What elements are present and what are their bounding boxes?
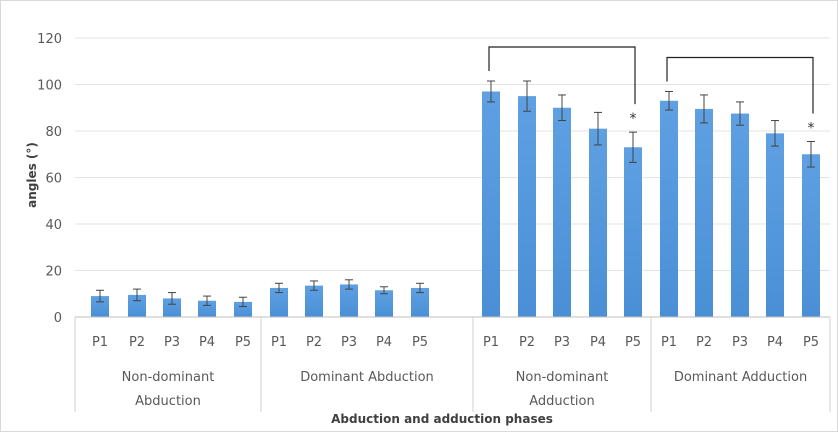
x-tick-label: P4 [590, 335, 606, 350]
bar [589, 128, 607, 317]
significance-marker: * [808, 120, 815, 136]
x-tick-label: P5 [625, 335, 641, 350]
x-tick-label: P4 [767, 335, 783, 350]
x-tick-label: P2 [306, 335, 322, 350]
x-tick-label: P2 [696, 335, 712, 350]
annotations: ** [488, 46, 815, 136]
bar [163, 298, 181, 317]
bar [270, 287, 288, 317]
x-tick-label: P4 [199, 335, 215, 350]
x-tick-label: P5 [235, 335, 251, 350]
group-label: Non-dominant [122, 370, 215, 385]
x-tick-label: P5 [803, 335, 819, 350]
bar [375, 290, 393, 317]
bar [766, 133, 784, 317]
x-tick-label: P3 [732, 335, 748, 350]
error-bars [96, 80, 815, 308]
group-label: Dominant Adduction [674, 370, 807, 385]
x-tick-label: P3 [554, 335, 570, 350]
bar [411, 287, 429, 317]
x-axis: P1 P2 P3 P4 P5 Non-dominant Abduction P1 P2 P3 P4 P… [74, 316, 831, 412]
x-axis-title: Abduction and adduction phases [331, 412, 553, 426]
y-tick-label: 120 [37, 32, 62, 47]
y-tick-label: 0 [54, 311, 62, 326]
y-axis-title: angles (°) [25, 142, 39, 208]
x-tick-label: P1 [92, 335, 108, 350]
bar [802, 154, 820, 317]
bar [305, 285, 323, 317]
x-tick-label: P3 [164, 335, 180, 350]
x-tick-label: P1 [661, 335, 677, 350]
bar [624, 147, 642, 317]
bars [91, 91, 820, 318]
x-tick-label: P2 [519, 335, 535, 350]
bar [731, 113, 749, 317]
y-tick-label: 100 [37, 79, 62, 94]
x-tick-label: P1 [483, 335, 499, 350]
y-tick-label: 20 [45, 265, 62, 280]
bar [234, 301, 252, 317]
group-label: Non-dominant [516, 370, 609, 385]
x-tick-label: P5 [412, 335, 428, 350]
bar [518, 96, 536, 317]
x-tick-label: P1 [271, 335, 287, 350]
bar [660, 100, 678, 318]
significance-marker: * [630, 111, 637, 127]
y-tick-label: 80 [45, 125, 62, 140]
y-tick-labels: 0 20 40 60 80 100 120 [37, 32, 62, 326]
comparison-bracket [488, 46, 636, 105]
bar [128, 294, 146, 317]
x-tick-label: P2 [129, 335, 145, 350]
bar [553, 107, 571, 317]
x-tick-label: P3 [341, 335, 357, 350]
bar [340, 284, 358, 317]
y-tick-label: 60 [45, 172, 62, 187]
bar [482, 91, 500, 317]
y-tick-label: 40 [45, 218, 62, 233]
x-tick-label: P4 [376, 335, 392, 350]
group-label: Dominant Abduction [300, 370, 434, 385]
comparison-bracket [666, 56, 814, 114]
bar [198, 300, 216, 317]
bar [91, 296, 109, 317]
bar [695, 108, 713, 317]
group-label: Adduction [529, 394, 594, 409]
group-label: Abduction [135, 394, 201, 409]
